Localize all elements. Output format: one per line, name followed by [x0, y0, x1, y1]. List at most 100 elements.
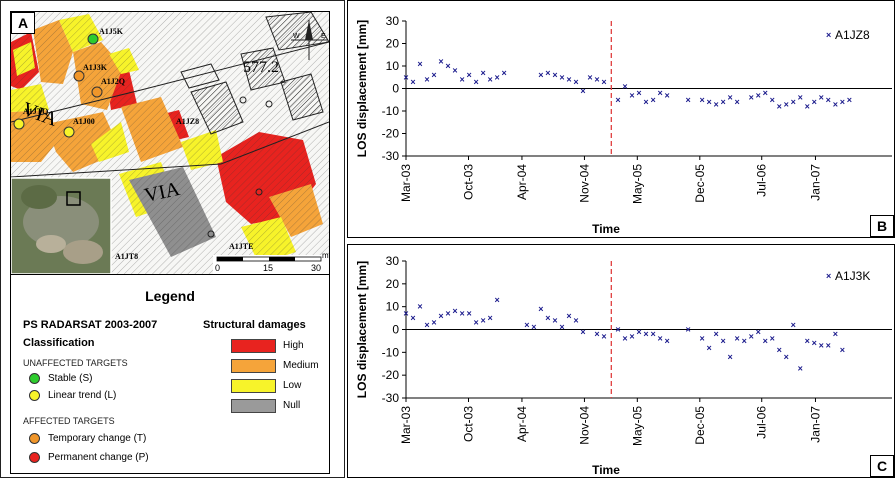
x-tick-label: Dec-05 [693, 406, 707, 445]
data-point: × [622, 334, 627, 344]
data-point: × [531, 322, 536, 332]
target-dot-linear[interactable] [13, 118, 25, 130]
target-dot-temporary[interactable] [91, 86, 103, 98]
data-point: × [410, 313, 415, 323]
data-point: × [819, 340, 824, 350]
data-point: × [629, 331, 634, 341]
panel-letter-a: A [11, 12, 35, 34]
data-point: × [552, 70, 557, 80]
data-point: × [601, 331, 606, 341]
permanent-legend-dot [29, 452, 40, 463]
x-tick-label: Apr-04 [515, 406, 529, 442]
x-tick-label: Oct-03 [462, 406, 476, 442]
scale-tick: 0 [215, 263, 220, 273]
data-point: × [714, 99, 719, 109]
data-point: × [559, 322, 564, 332]
high-swatch [231, 339, 276, 353]
series-legend: A1JZ8 [835, 28, 870, 42]
data-point: × [826, 340, 831, 350]
data-point: × [473, 318, 478, 328]
legend-linear: Linear trend (L) [48, 390, 117, 401]
data-point: × [664, 90, 669, 100]
y-tick-label: -20 [382, 368, 400, 382]
data-point: × [812, 97, 817, 107]
y-tick-label: -20 [382, 127, 400, 141]
data-point: × [847, 95, 852, 105]
data-point: × [587, 72, 592, 82]
x-tick-label: Jan-07 [808, 406, 822, 443]
data-point: × [756, 90, 761, 100]
target-label: A1JT8 [115, 252, 138, 261]
data-point: × [438, 311, 443, 321]
data-point: × [756, 327, 761, 337]
x-axis-label: Time [592, 463, 620, 477]
parcel-number: 577.2 [243, 59, 279, 76]
x-tick-label: Mar-03 [399, 406, 413, 444]
legend-null: Null [283, 400, 301, 411]
data-point: × [538, 304, 543, 314]
data-point: × [452, 66, 457, 76]
data-point: × [622, 81, 627, 91]
y-tick-label: 10 [386, 300, 400, 314]
map-panel: W E 577.2 VIA VIA A1J5K A1J3K A1J2Q A1JT… [0, 0, 345, 478]
svg-text:W: W [293, 33, 300, 40]
data-point: × [840, 97, 845, 107]
legend-damages-title: Structural damages [203, 319, 306, 331]
x-axis-label: Time [592, 222, 620, 236]
data-point: × [657, 88, 662, 98]
scale-tick: 15 [263, 263, 273, 273]
target-label: A1J3K [83, 63, 108, 72]
data-point: × [749, 331, 754, 341]
data-point: × [524, 320, 529, 330]
map-svg: W E 577.2 VIA VIA A1J5K A1J3K A1J2Q A1JT… [11, 12, 329, 274]
legend-marker: × [826, 271, 831, 281]
target-label: A1JTE [229, 242, 253, 251]
y-tick-label: -30 [382, 149, 400, 163]
data-point: × [707, 343, 712, 353]
target-dot-temporary[interactable] [73, 70, 85, 82]
target-label: A1JZ8 [176, 117, 199, 126]
data-point: × [700, 95, 705, 105]
target-dot-linear[interactable] [63, 126, 75, 138]
data-point: × [431, 318, 436, 328]
y-tick-label: 0 [392, 323, 399, 337]
y-tick-label: 10 [386, 59, 400, 73]
y-axis-label: LOS displacement [mm] [355, 20, 369, 157]
chart-panel-b: 30 20 10 0 -10 -20 -30 Mar-03 Oct-03 Apr-04 Nov-04… [347, 0, 895, 238]
x-tick-label: May-05 [630, 406, 644, 446]
data-point: × [636, 88, 641, 98]
data-point: × [833, 99, 838, 109]
data-point: × [573, 315, 578, 325]
data-point: × [784, 352, 789, 362]
x-tick-label: Nov-04 [577, 406, 591, 445]
data-point: × [494, 295, 499, 305]
data-point: × [410, 77, 415, 87]
y-tick-label: 30 [386, 14, 400, 28]
data-point: × [538, 70, 543, 80]
data-point: × [431, 70, 436, 80]
svg-text:E: E [321, 33, 326, 40]
data-point: × [749, 93, 754, 103]
x-tick-label: Nov-04 [577, 164, 591, 203]
data-point: × [721, 336, 726, 346]
data-point: × [650, 95, 655, 105]
legend-title: Legend [145, 288, 195, 304]
data-point: × [424, 75, 429, 85]
data-point: × [452, 306, 457, 316]
data-point: × [480, 68, 485, 78]
data-point: × [403, 72, 408, 82]
data-point: × [438, 57, 443, 67]
chart-panel-c: 30 20 10 0 -10 -20 -30 Mar-03 Oct-03 Apr-04 Nov-04… [347, 244, 895, 478]
data-point: × [742, 336, 747, 346]
data-point: × [417, 302, 422, 312]
data-point: × [770, 95, 775, 105]
data-point: × [812, 338, 817, 348]
target-dot-stable[interactable] [87, 33, 99, 45]
data-point: × [840, 345, 845, 355]
data-point: × [819, 93, 824, 103]
data-point: × [791, 320, 796, 330]
y-tick-label: 20 [386, 277, 400, 291]
x-tick-label: Oct-03 [462, 164, 476, 200]
damage-map: W E 577.2 VIA VIA A1J5K A1J3K A1J2Q A1JT… [10, 11, 330, 275]
data-point: × [566, 311, 571, 321]
